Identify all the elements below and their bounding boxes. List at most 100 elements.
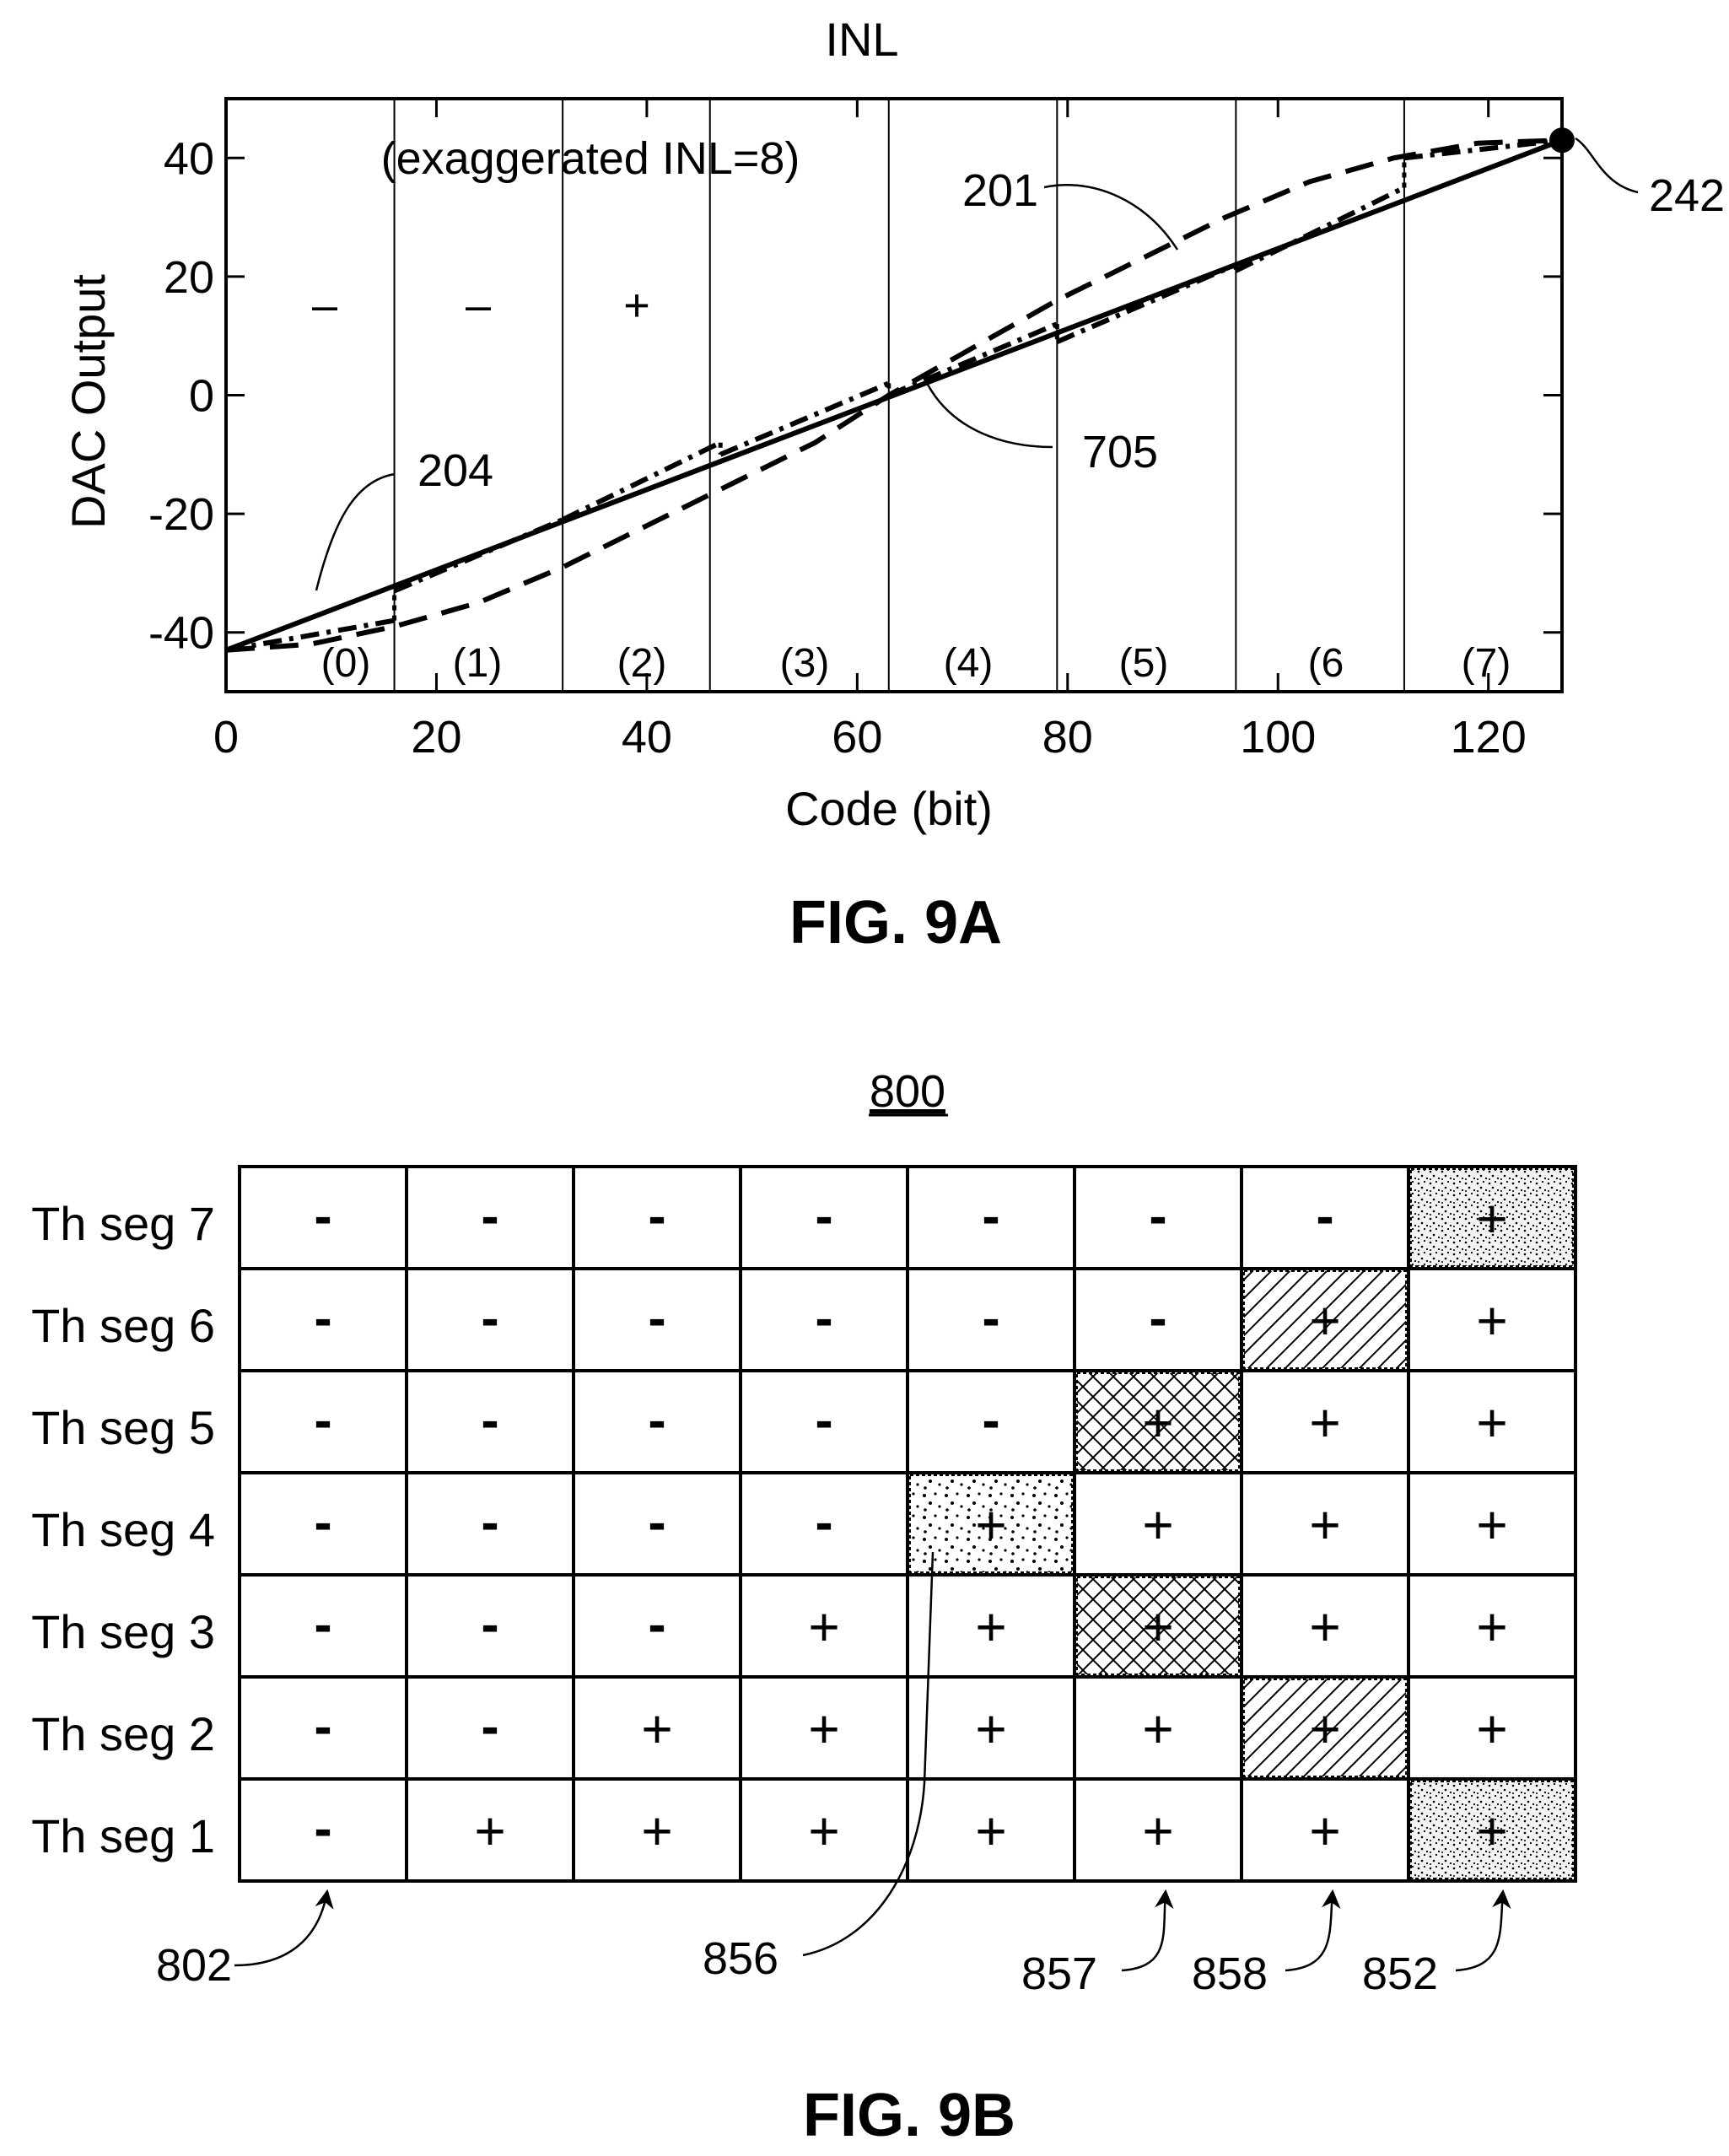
y-tick-label: 0 [189,371,214,422]
table-cell-sign: - [648,1288,665,1349]
series-line-dash-dot [887,321,1058,398]
table-cell-sign: - [648,1492,665,1553]
y-tick-label: -20 [148,489,214,540]
table-cell-sign: + [1309,1291,1340,1351]
table-cell [1407,1675,1577,1781]
table-cell [238,1573,408,1679]
table-cell-sign: - [982,1186,999,1247]
row-label: Th seg 7 [31,1197,215,1250]
segment-label: (6 [1308,641,1344,686]
table-cell-sign: + [1476,1393,1507,1453]
table-cell-sign: - [815,1288,832,1349]
segment-label: (1) [453,641,503,686]
y-tick-label: -40 [148,608,214,659]
table-cell-sign: + [808,1801,839,1862]
segment-labels: (0) (1) (2) (3) (4) (5) (6 (7) [321,641,1511,686]
table-cell-highlight-stipple-dense [1410,1168,1574,1267]
table-cell-sign: - [648,1186,665,1247]
table-cell-sign: + [975,1597,1006,1657]
table-cell-sign: + [975,1801,1006,1862]
table-cell [1240,1369,1410,1474]
row-labels: Th seg 7 Th seg 6 Th seg 5 Th seg 4 Th s… [31,1197,215,1862]
row-label: Th seg 1 [31,1809,215,1862]
table-cell [405,1369,575,1474]
table-cell-sign: - [982,1390,999,1451]
figure-9b: 800 Th seg 7 Th seg 6 Th seg 5 Th seg 4 … [31,1066,1577,2149]
table-cell-highlight-crosshatch [1076,1372,1240,1471]
segment-label: (7) [1462,641,1511,686]
row-label: Th seg 2 [31,1707,215,1760]
table-cell [906,1573,1076,1679]
leader-line-705 [926,384,1053,449]
table-cell-sign: - [314,1594,331,1655]
segment-label: (2) [617,641,667,686]
table-cell-sign: - [648,1594,665,1655]
table-cell [906,1675,1076,1781]
table-cell-sign: - [481,1492,498,1553]
table-cell-sign: + [1142,1393,1173,1453]
table-cell-sign: - [481,1594,498,1655]
region-sign-0: – [312,280,337,331]
table-cell-sign: - [314,1186,331,1247]
table-cell [238,1675,408,1781]
table-cell-sign: + [975,1495,1006,1555]
table-cell [238,1165,408,1270]
table-cell [238,1267,408,1372]
x-tick-label: 100 [1240,712,1316,763]
region-sign-2: + [623,280,650,331]
table-cell-sign: - [1149,1186,1166,1247]
ref-label-856: 856 [703,1933,778,1984]
arrow-802 [234,1889,334,1967]
series-line-dash-dot [561,440,722,522]
plot-area: 40 20 0 -20 -40 0 20 40 60 80 100 120 [148,97,1575,763]
table-cell [739,1675,909,1781]
table-cell-sign: + [1309,1801,1340,1862]
table-cell [739,1369,909,1474]
arrow-858 [1285,1889,1341,1972]
series-line-dash-dot [719,380,890,457]
segment-label: (5) [1119,641,1169,686]
chart-title: INL [825,13,898,66]
arrow-852 [1455,1889,1511,1972]
table-cell-sign: - [1149,1288,1166,1349]
x-tick-label: 0 [213,712,239,763]
table-cell-sign: - [1316,1186,1333,1247]
table-cell-sign: + [1309,1495,1340,1555]
table-cell-sign: + [1476,1699,1507,1760]
ref-label-857: 857 [1021,1948,1097,1999]
table-cell-sign: - [314,1288,331,1349]
table-cell-sign: - [481,1696,498,1757]
table-cell-sign: - [314,1798,331,1859]
table-cell [906,1165,1076,1270]
ref-label-858: 858 [1192,1948,1268,1999]
table-cell [238,1471,408,1577]
table-cell-highlight-crosshatch [1076,1577,1240,1675]
table-cell-sign: + [1309,1699,1340,1760]
table-cell-sign: - [815,1186,832,1247]
table-cell [739,1777,909,1883]
arrow-857 [1121,1889,1174,1972]
ref-label-852: 852 [1362,1948,1438,1999]
table-cell-sign: + [1142,1801,1173,1862]
chart-annotation: (exaggerated INL=8) [381,133,800,184]
y-tick-label: 20 [164,252,214,303]
segment-label: (4) [944,641,994,686]
y-tick-label: 40 [164,133,214,184]
plot-frame [224,97,1564,693]
table-cell [906,1777,1076,1883]
table-cell-highlight-diagonal [1243,1679,1407,1777]
table-cell [1407,1267,1577,1372]
table-cell [572,1573,742,1679]
ref-label-705: 705 [1082,427,1158,477]
leader-line-242 [1575,137,1639,194]
row-label: Th seg 6 [31,1299,215,1352]
table-cell [238,1369,408,1474]
table-cell-sign: + [808,1597,839,1657]
series-line-dash-dot [1056,262,1237,344]
series-line-dash-dot [1403,137,1563,161]
table-cell-sign: - [314,1492,331,1553]
row-label: Th seg 5 [31,1401,215,1454]
table-cell-sign: + [1142,1597,1173,1657]
table-cell-sign: - [982,1288,999,1349]
